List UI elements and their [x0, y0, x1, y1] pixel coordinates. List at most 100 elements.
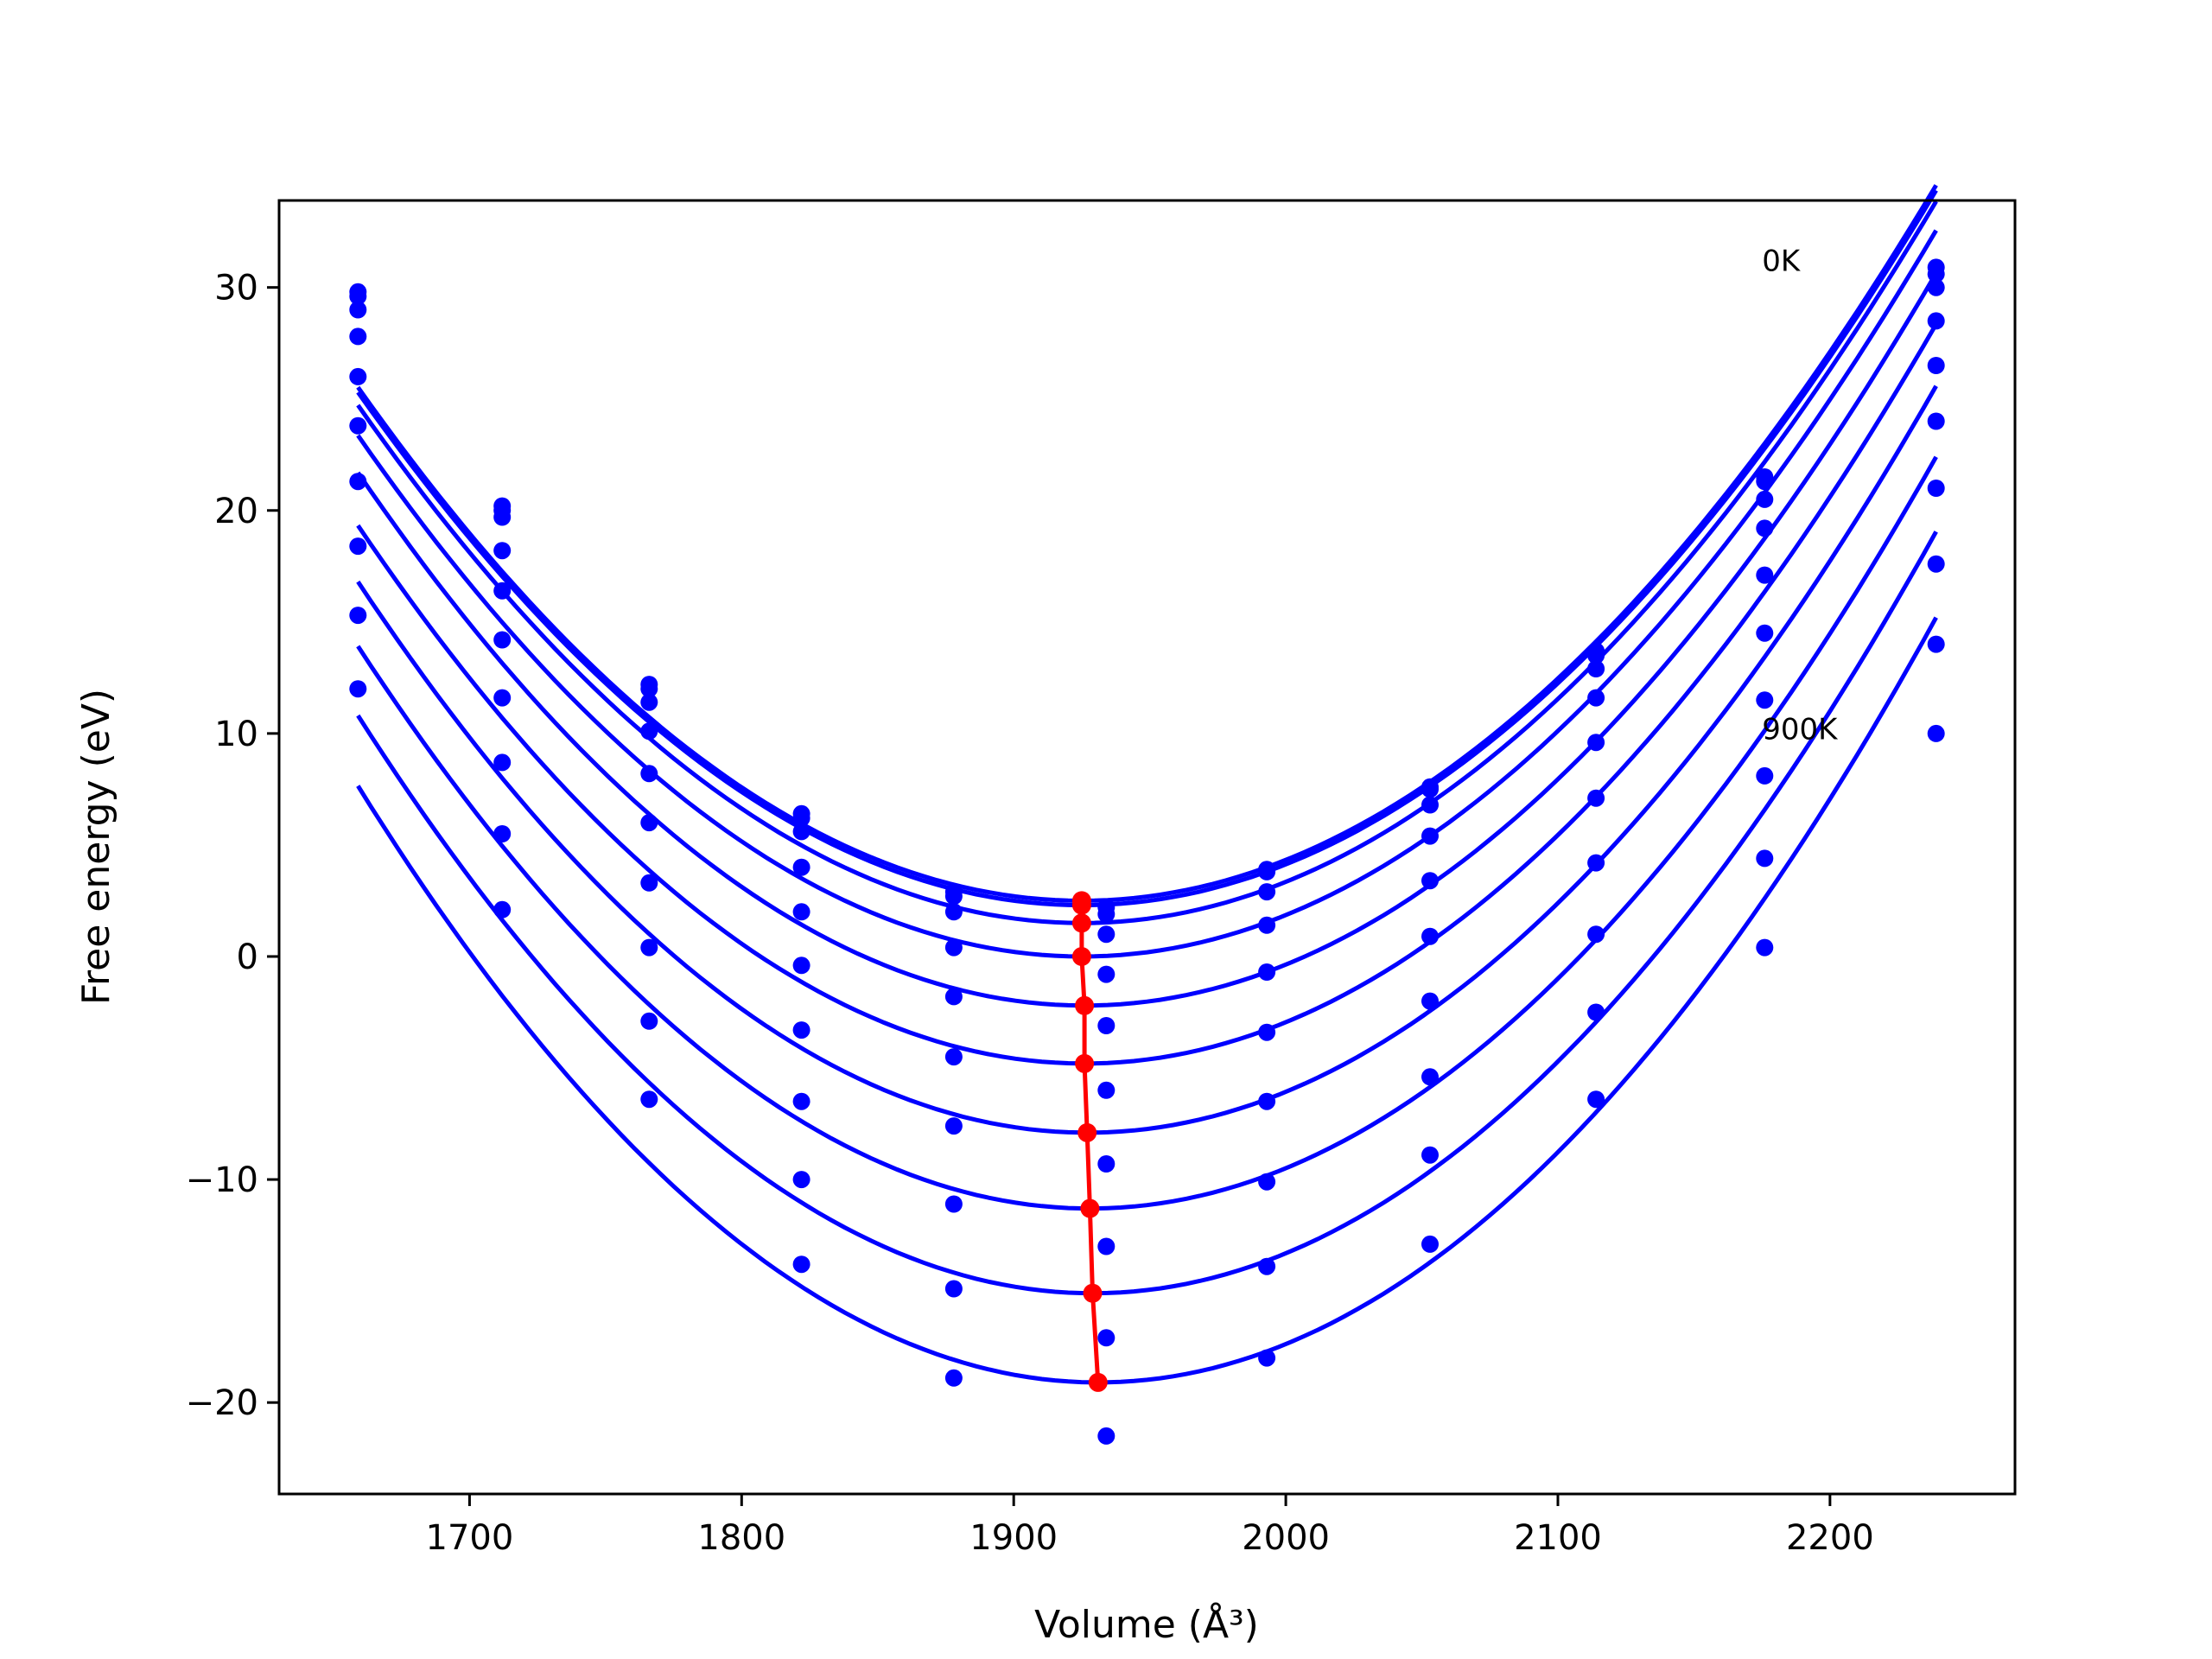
data-point-s3-5 [1097, 965, 1116, 983]
fit-curve-9 [356, 616, 1938, 1385]
data-point-s1-7 [1421, 780, 1439, 798]
data-point-s3-4 [944, 938, 963, 957]
data-point-s4-1 [493, 582, 512, 600]
equilibrium-point-6 [1077, 1122, 1097, 1142]
tick-marks: 1700 1800 1900 2000 2100 2200 −20 −10 0 10 20 30 [186, 269, 1874, 1558]
data-point-s7-4 [944, 1195, 963, 1213]
data-point-s9-0 [349, 680, 367, 698]
data-point-s8-9 [1756, 849, 1774, 868]
equilibrium-point-9 [1088, 1372, 1108, 1392]
data-point-s5-7 [1421, 927, 1439, 945]
data-point-s4-7 [1421, 872, 1439, 890]
data-point-s4-8 [1587, 734, 1605, 752]
data-point-s2-10 [1927, 278, 1945, 296]
fit-curve-8 [356, 531, 1938, 1296]
data-point-s9-6 [1258, 1349, 1276, 1367]
data-point-s2-0 [349, 301, 367, 319]
y-tick-label--20: −20 [186, 1383, 258, 1423]
annotation-900k: 900K [1762, 713, 1839, 747]
data-point-s1-9 [1756, 473, 1774, 491]
data-point-s6-0 [349, 473, 367, 491]
data-point-s5-10 [1927, 412, 1945, 430]
data-point-s3-8 [1587, 689, 1605, 707]
data-point-s6-3 [792, 1021, 810, 1039]
data-point-s5-8 [1587, 789, 1605, 807]
data-point-s2-1 [493, 508, 512, 526]
equilibrium-point-1 [1071, 895, 1091, 915]
data-point-s1-8 [1587, 646, 1605, 664]
x-tick-label-2100: 2100 [1514, 1518, 1602, 1558]
data-point-s7-9 [1756, 766, 1774, 785]
data-point-s3-7 [1421, 827, 1439, 845]
data-point-s3-6 [1258, 916, 1276, 934]
data-point-s9-2 [640, 1090, 658, 1109]
data-point-s2-8 [1587, 660, 1605, 677]
data-point-s2-9 [1756, 490, 1774, 508]
data-point-s4-0 [349, 367, 367, 385]
data-point-s3-9 [1756, 519, 1774, 537]
data-point-s1-0 [349, 288, 367, 305]
data-point-s4-5 [1097, 1017, 1116, 1034]
data-point-s7-7 [1421, 1068, 1439, 1086]
data-point-s7-8 [1587, 925, 1605, 944]
fit-curve-3 [356, 229, 1938, 959]
data-point-s5-2 [640, 814, 658, 832]
data-point-s7-1 [493, 753, 512, 772]
x-axis-label: Volume (Å³) [1034, 1601, 1259, 1647]
equilibrium-point-2 [1071, 913, 1091, 933]
data-point-s1-10 [1927, 265, 1945, 283]
data-point-s4-2 [640, 765, 658, 783]
data-point-s8-8 [1587, 1003, 1605, 1021]
data-point-s2-6 [1258, 883, 1276, 901]
data-point-s7-3 [792, 1092, 810, 1110]
data-point-s1-4 [944, 887, 963, 906]
data-point-s5-1 [493, 631, 512, 649]
y-tick-label-30: 30 [214, 269, 258, 308]
data-point-s4-9 [1756, 566, 1774, 584]
data-point-s4-4 [944, 988, 963, 1006]
data-point-s5-9 [1756, 624, 1774, 642]
data-point-s3-10 [1927, 312, 1945, 330]
data-point-s6-6 [1258, 1092, 1276, 1110]
data-point-s2-4 [944, 903, 963, 921]
data-point-s4-3 [792, 903, 810, 921]
data-point-s8-1 [493, 825, 512, 842]
data-point-s3-3 [792, 858, 810, 876]
fit-curve-1 [356, 189, 1938, 908]
data-point-s2-2 [640, 693, 658, 711]
data-point-s3-1 [493, 542, 512, 560]
data-point-s1-2 [640, 680, 658, 698]
data-point-s7-6 [1258, 1173, 1276, 1191]
x-tick-label-2000: 2000 [1242, 1518, 1330, 1558]
data-point-s6-5 [1097, 1155, 1116, 1173]
y-axis-label: Free energy (eV) [74, 689, 118, 1005]
labels: Volume (Å³) Free energy (eV) 0K 900K [74, 245, 1839, 1647]
plot-area [349, 184, 1945, 1445]
x-tick-label-2200: 2200 [1786, 1518, 1874, 1558]
y-tick-label--10: −10 [186, 1160, 258, 1200]
equilibrium-point-4 [1075, 995, 1095, 1015]
data-point-s9-10 [1927, 724, 1945, 742]
data-point-s6-9 [1756, 691, 1774, 709]
data-point-s2-3 [792, 823, 810, 841]
data-point-s8-6 [1258, 1257, 1276, 1275]
data-point-s5-6 [1258, 1023, 1276, 1041]
data-point-s3-2 [640, 722, 658, 741]
annotation-0k: 0K [1762, 245, 1802, 279]
equilibrium-point-3 [1071, 947, 1091, 966]
y-tick-label-20: 20 [214, 492, 258, 531]
equilibrium-point-8 [1083, 1283, 1103, 1303]
data-point-s4-10 [1927, 357, 1945, 374]
x-tick-label-1700: 1700 [426, 1518, 514, 1558]
fit-curve-4 [356, 271, 1938, 1008]
data-point-s5-5 [1097, 1081, 1116, 1099]
data-point-s5-4 [944, 1048, 963, 1066]
data-point-s8-2 [640, 1012, 658, 1030]
data-point-s9-5 [1097, 1427, 1116, 1445]
data-point-s6-4 [944, 1117, 963, 1135]
data-point-s8-4 [944, 1280, 963, 1298]
y-tick-label-10: 10 [214, 715, 258, 754]
fit-curve-7 [356, 455, 1938, 1211]
data-point-s1-3 [792, 809, 810, 827]
